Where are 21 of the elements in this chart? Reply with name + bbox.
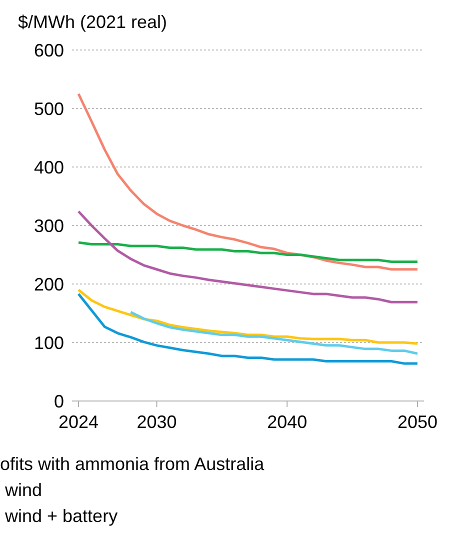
y-tick-label: 300 [34, 216, 64, 236]
line-series [77, 288, 419, 345]
y-tick-label: 0 [54, 391, 64, 412]
line-series [129, 310, 419, 355]
text: ofits with ammonia from Australia [0, 453, 266, 476]
x-tick-label: 2050 [397, 412, 438, 432]
text: wind + battery [4, 505, 119, 528]
y-axis-title: $/MWh (2021 real) [17, 11, 168, 34]
line-series [77, 92, 419, 271]
line-series [77, 241, 419, 264]
y-tick-label: 600 [34, 40, 64, 60]
line-series [77, 292, 419, 365]
y-tick-label: 500 [34, 98, 64, 119]
x-tick-label: 2030 [136, 412, 177, 432]
y-tick-label: 100 [34, 332, 64, 353]
y-tick-label: 200 [34, 274, 64, 294]
y-tick-label: 400 [34, 157, 64, 178]
x-tick-label: 2024 [58, 412, 99, 432]
x-tick-label: 2040 [267, 412, 308, 432]
text: wind [4, 479, 44, 502]
line-series [77, 210, 419, 304]
